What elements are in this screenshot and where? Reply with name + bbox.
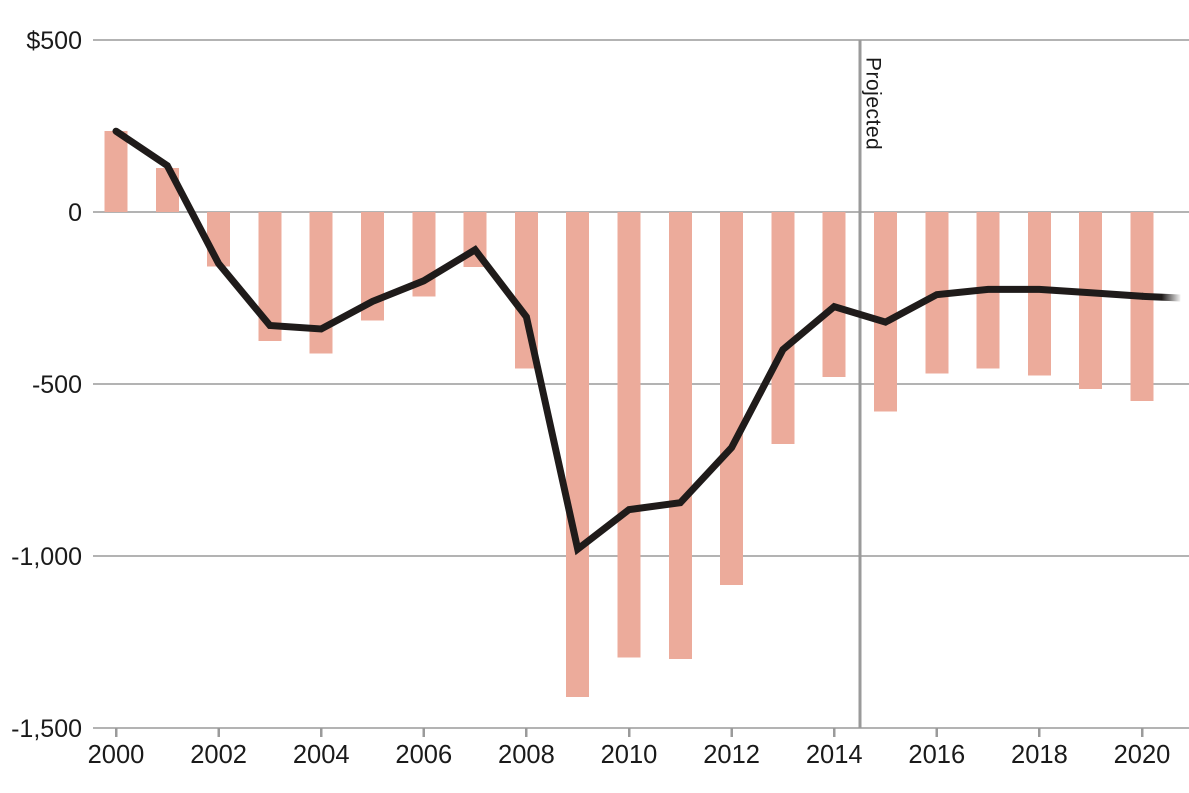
- deficit-bar-2013: [771, 212, 795, 445]
- y-axis-tick-label: -500: [32, 371, 82, 399]
- deficit-bar-2009: [566, 212, 590, 697]
- deficit-bar-2019: [1079, 212, 1103, 390]
- y-axis-tick-label: 0: [68, 199, 82, 227]
- x-axis-tick-label: 2008: [498, 741, 555, 769]
- deficit-bar-2011: [668, 212, 692, 660]
- deficit-trend-line: [112, 127, 1146, 556]
- x-axis-tick-label: 2006: [395, 741, 452, 769]
- x-axis-tick-label: 2020: [1114, 741, 1171, 769]
- deficit-bar-2020: [1130, 212, 1154, 402]
- y-axis-tick-label: -1,000: [11, 543, 82, 571]
- y-axis-tick-label: -1,500: [11, 715, 82, 743]
- x-axis-tick-label: 2010: [601, 741, 658, 769]
- x-axis-tick-label: 2002: [190, 741, 247, 769]
- deficit-bar-2018: [1027, 212, 1051, 376]
- deficit-bar-2012: [720, 212, 744, 586]
- deficit-bar-2003: [258, 212, 282, 341]
- x-axis-tick-label: 2012: [703, 741, 760, 769]
- deficit-trend-line-fade: [1141, 292, 1181, 302]
- deficit-bar-2015: [874, 212, 897, 412]
- y-axis-tick-label: $500: [26, 27, 82, 55]
- x-axis-tick-label: 2004: [293, 741, 350, 769]
- deficit-bar-2014: [822, 212, 846, 378]
- deficit-bar-2010: [617, 212, 641, 658]
- deficit-bar-2000: [104, 131, 128, 212]
- deficit-bar-2004: [309, 212, 333, 354]
- projected-label: Projected: [861, 57, 884, 150]
- deficit-bar-2005: [361, 212, 384, 321]
- x-axis-tick-label: 2000: [88, 741, 145, 769]
- x-axis-tick-label: 2018: [1011, 741, 1068, 769]
- x-axis-tick-label: 2014: [806, 741, 863, 769]
- x-axis-tick-label: 2016: [908, 741, 965, 769]
